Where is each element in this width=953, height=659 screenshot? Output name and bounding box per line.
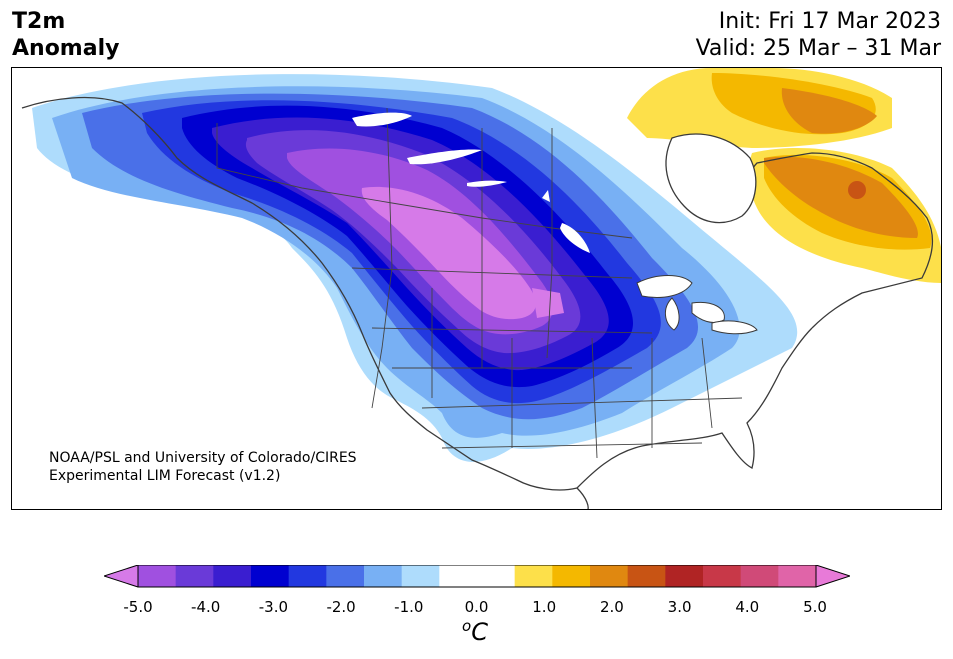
colorbar-cell	[703, 565, 742, 587]
colorbar-cells	[138, 565, 817, 587]
colorbar-extend-max	[816, 565, 850, 587]
colorbar-cell	[590, 565, 629, 587]
colorbar-tick-label: 1.0	[532, 598, 557, 616]
colorbar-tick-labels: -5.0 -4.0 -3.0 -2.0 -1.0 0.0 1.0 2.0 3.0 4.0 5.0	[0, 598, 953, 618]
colorbar	[104, 565, 850, 588]
colorbar-cell	[665, 565, 704, 587]
map-panel	[11, 67, 942, 510]
colorbar-tick-label: 5.0	[803, 598, 827, 616]
coastline-west	[21, 96, 589, 509]
colorbar-tick-label: -5.0	[123, 598, 153, 616]
colorbar-cell	[175, 565, 214, 587]
cold-contour-neg45	[361, 186, 536, 320]
great-lakes	[636, 275, 758, 335]
colorbar-cell	[364, 565, 403, 587]
colorbar-tick-label: -3.0	[258, 598, 289, 616]
init-date: Init: Fri 17 Mar 2023	[718, 9, 941, 34]
colorbar-tick-label: 0.0	[464, 598, 489, 616]
title-block: T2m Anomaly	[12, 8, 119, 62]
colorbar-extend-min	[104, 565, 138, 587]
degree-superscript: o	[462, 617, 472, 635]
credit-line-2: Experimental LIM Forecast (v1.2)	[49, 468, 281, 484]
warm-core-pos20	[848, 181, 866, 199]
credit-text: NOAA/PSL and University of Colorado/CIRE…	[49, 449, 357, 485]
colorbar-cell	[251, 565, 290, 587]
colorbar-unit-label: oC	[462, 617, 488, 646]
unit-base: C	[471, 618, 488, 646]
valid-date: Valid: 25 Mar – 31 Mar	[695, 36, 941, 61]
cold-contour-neg45-b	[532, 288, 564, 318]
lake-patches	[352, 112, 590, 253]
coastline-northeast	[748, 152, 934, 329]
state-province-lines	[216, 107, 743, 459]
anomaly-map	[21, 68, 941, 509]
colorbar-tick-label: 2.0	[599, 598, 624, 616]
colorbar-outline-ends	[104, 565, 850, 588]
colorbar-cell	[213, 565, 252, 587]
colorbar-tick-label: -2.0	[326, 598, 356, 616]
colorbar-cell	[627, 565, 666, 587]
warm-contour-pos15-east	[764, 156, 918, 238]
coastline-gulf	[576, 327, 813, 489]
colorbar-cell	[288, 565, 327, 587]
colorbar-tick-label: 4.0	[735, 598, 760, 616]
warm-contour-pos15-north	[781, 88, 877, 134]
credit-line-1: NOAA/PSL and University of Colorado/CIRE…	[49, 450, 357, 466]
colorbar-cell	[740, 565, 779, 587]
colorbar-cell	[138, 565, 177, 587]
colorbar-cell	[477, 565, 516, 587]
variable-title: T2m	[12, 9, 66, 34]
hudson-bay	[665, 133, 757, 224]
date-block: Init: Fri 17 Mar 2023 Valid: 25 Mar – 31…	[696, 8, 941, 62]
colorbar-cell	[401, 565, 440, 587]
colorbar-tick-label: -1.0	[394, 598, 424, 616]
colorbar-outline	[137, 565, 817, 588]
colorbar-cell	[778, 565, 817, 587]
colorbar-cell	[552, 565, 591, 587]
colorbar-cell	[439, 565, 478, 587]
colorbar-cell	[326, 565, 365, 587]
colorbar-cell	[514, 565, 553, 587]
colorbar-tick-label: 3.0	[667, 598, 692, 616]
colorbar-tick-label: -4.0	[191, 598, 221, 616]
variable-subtitle: Anomaly	[12, 36, 120, 61]
